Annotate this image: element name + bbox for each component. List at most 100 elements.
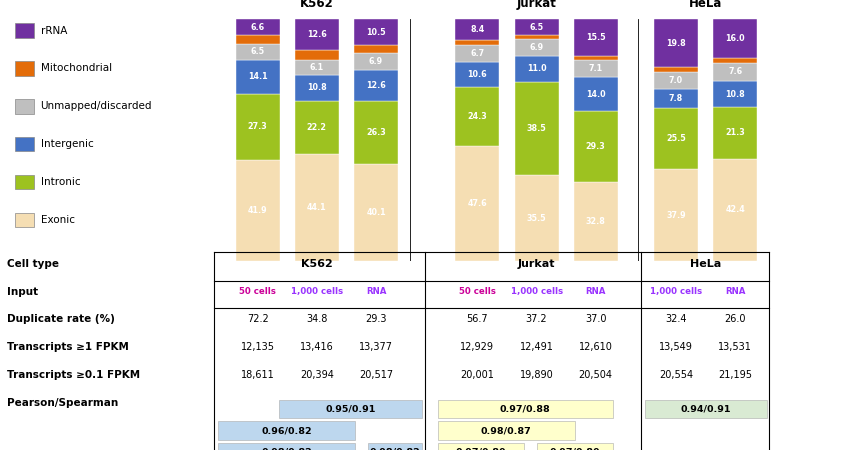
Bar	[712, 158, 756, 261]
Text: 29.3: 29.3	[365, 315, 387, 324]
Text: Input: Input	[7, 287, 38, 297]
Text: 38.5: 38.5	[526, 124, 546, 133]
Text: 42.4: 42.4	[724, 205, 744, 214]
Bar	[15, 61, 34, 76]
Text: 14.1: 14.1	[247, 72, 268, 81]
Bar	[514, 56, 558, 82]
Text: Transcripts ≥0.1 FPKM: Transcripts ≥0.1 FPKM	[7, 370, 140, 380]
Text: 14.0: 14.0	[585, 90, 605, 99]
Bar	[573, 56, 617, 60]
Text: 41.9: 41.9	[247, 206, 268, 215]
FancyBboxPatch shape	[279, 400, 422, 419]
Text: 7.0: 7.0	[668, 76, 682, 85]
Text: 13,531: 13,531	[717, 342, 751, 352]
Text: Intergenic: Intergenic	[41, 139, 93, 149]
Text: 6.6: 6.6	[251, 23, 264, 32]
Bar	[573, 19, 617, 56]
Text: 0.97/0.88: 0.97/0.88	[499, 405, 550, 414]
Bar	[514, 82, 558, 175]
Text: 26.3: 26.3	[365, 128, 386, 137]
Text: 20,394: 20,394	[300, 370, 333, 380]
Text: 27.3: 27.3	[247, 122, 268, 131]
Text: 0.94/0.91: 0.94/0.91	[680, 405, 730, 414]
FancyBboxPatch shape	[437, 443, 523, 450]
Text: 12,929: 12,929	[460, 342, 494, 352]
Bar	[354, 54, 398, 70]
Text: 13,549: 13,549	[658, 342, 692, 352]
Text: 6.5: 6.5	[251, 47, 264, 56]
Text: 0.98/0.82: 0.98/0.82	[369, 448, 420, 450]
Text: 11.0: 11.0	[526, 64, 546, 73]
Text: Transcripts ≥1 FPKM: Transcripts ≥1 FPKM	[7, 342, 128, 352]
Text: 6.9: 6.9	[369, 57, 382, 66]
Text: 13,377: 13,377	[359, 342, 392, 352]
Text: Jurkat: Jurkat	[516, 0, 556, 9]
Bar	[514, 35, 558, 39]
Text: Unmapped/discarded: Unmapped/discarded	[41, 101, 152, 111]
FancyBboxPatch shape	[437, 400, 612, 419]
Text: 20,001: 20,001	[460, 370, 494, 380]
Text: 0.98/0.82: 0.98/0.82	[261, 448, 311, 450]
Bar	[295, 19, 338, 50]
Text: 72.2: 72.2	[246, 315, 268, 324]
Text: 25.5: 25.5	[665, 134, 685, 143]
Text: 7.8: 7.8	[668, 94, 682, 103]
Text: RNA: RNA	[585, 287, 605, 296]
Text: 20,504: 20,504	[578, 370, 612, 380]
Bar	[455, 45, 499, 62]
Text: 10.8: 10.8	[724, 90, 744, 99]
Text: 15.5: 15.5	[585, 33, 605, 42]
Bar	[354, 19, 398, 45]
Text: 0.97/0.80: 0.97/0.80	[455, 448, 506, 450]
Text: 0.97/0.80: 0.97/0.80	[549, 448, 599, 450]
Bar	[354, 45, 398, 54]
Text: RNA: RNA	[724, 287, 744, 296]
Bar	[15, 213, 34, 227]
Bar	[15, 175, 34, 189]
Text: 20,554: 20,554	[658, 370, 692, 380]
Bar	[514, 39, 558, 56]
Text: 10.6: 10.6	[467, 70, 487, 79]
Text: 22.2: 22.2	[306, 123, 327, 132]
Bar	[235, 94, 279, 160]
Bar	[354, 164, 398, 261]
Bar	[653, 67, 697, 72]
Bar	[235, 19, 279, 35]
Text: 7.6: 7.6	[728, 67, 741, 76]
Text: 19.8: 19.8	[665, 39, 685, 48]
Text: 12,610: 12,610	[578, 342, 612, 352]
Bar	[354, 100, 398, 164]
Text: 10.5: 10.5	[365, 27, 386, 36]
Text: 56.7: 56.7	[466, 315, 488, 324]
Text: 21,195: 21,195	[717, 370, 751, 380]
Text: 19,890: 19,890	[519, 370, 553, 380]
Text: 13,416: 13,416	[300, 342, 333, 352]
Bar	[15, 137, 34, 151]
Text: 0.98/0.87: 0.98/0.87	[480, 426, 531, 435]
Text: 50 cells: 50 cells	[239, 287, 276, 296]
Text: K562: K562	[300, 259, 333, 269]
Text: 18,611: 18,611	[241, 370, 274, 380]
Text: Mitochondrial: Mitochondrial	[41, 63, 111, 73]
FancyBboxPatch shape	[437, 421, 574, 440]
Text: RNA: RNA	[365, 287, 386, 296]
Text: 0.96/0.82: 0.96/0.82	[261, 426, 311, 435]
Text: 12,135: 12,135	[241, 342, 274, 352]
Text: 10.8: 10.8	[306, 83, 327, 92]
Bar	[712, 63, 756, 81]
Bar	[354, 70, 398, 100]
Bar	[235, 44, 279, 60]
Bar	[295, 101, 338, 154]
Bar	[295, 154, 338, 261]
Bar	[295, 75, 338, 101]
Bar	[712, 81, 756, 107]
Bar	[653, 89, 697, 108]
Text: 12,491: 12,491	[519, 342, 553, 352]
Text: 35.5: 35.5	[526, 214, 546, 223]
Bar	[295, 60, 338, 75]
Bar	[653, 19, 697, 67]
Bar	[653, 108, 697, 169]
Bar	[295, 50, 338, 60]
Bar	[514, 19, 558, 35]
Text: 37.9: 37.9	[665, 211, 685, 220]
